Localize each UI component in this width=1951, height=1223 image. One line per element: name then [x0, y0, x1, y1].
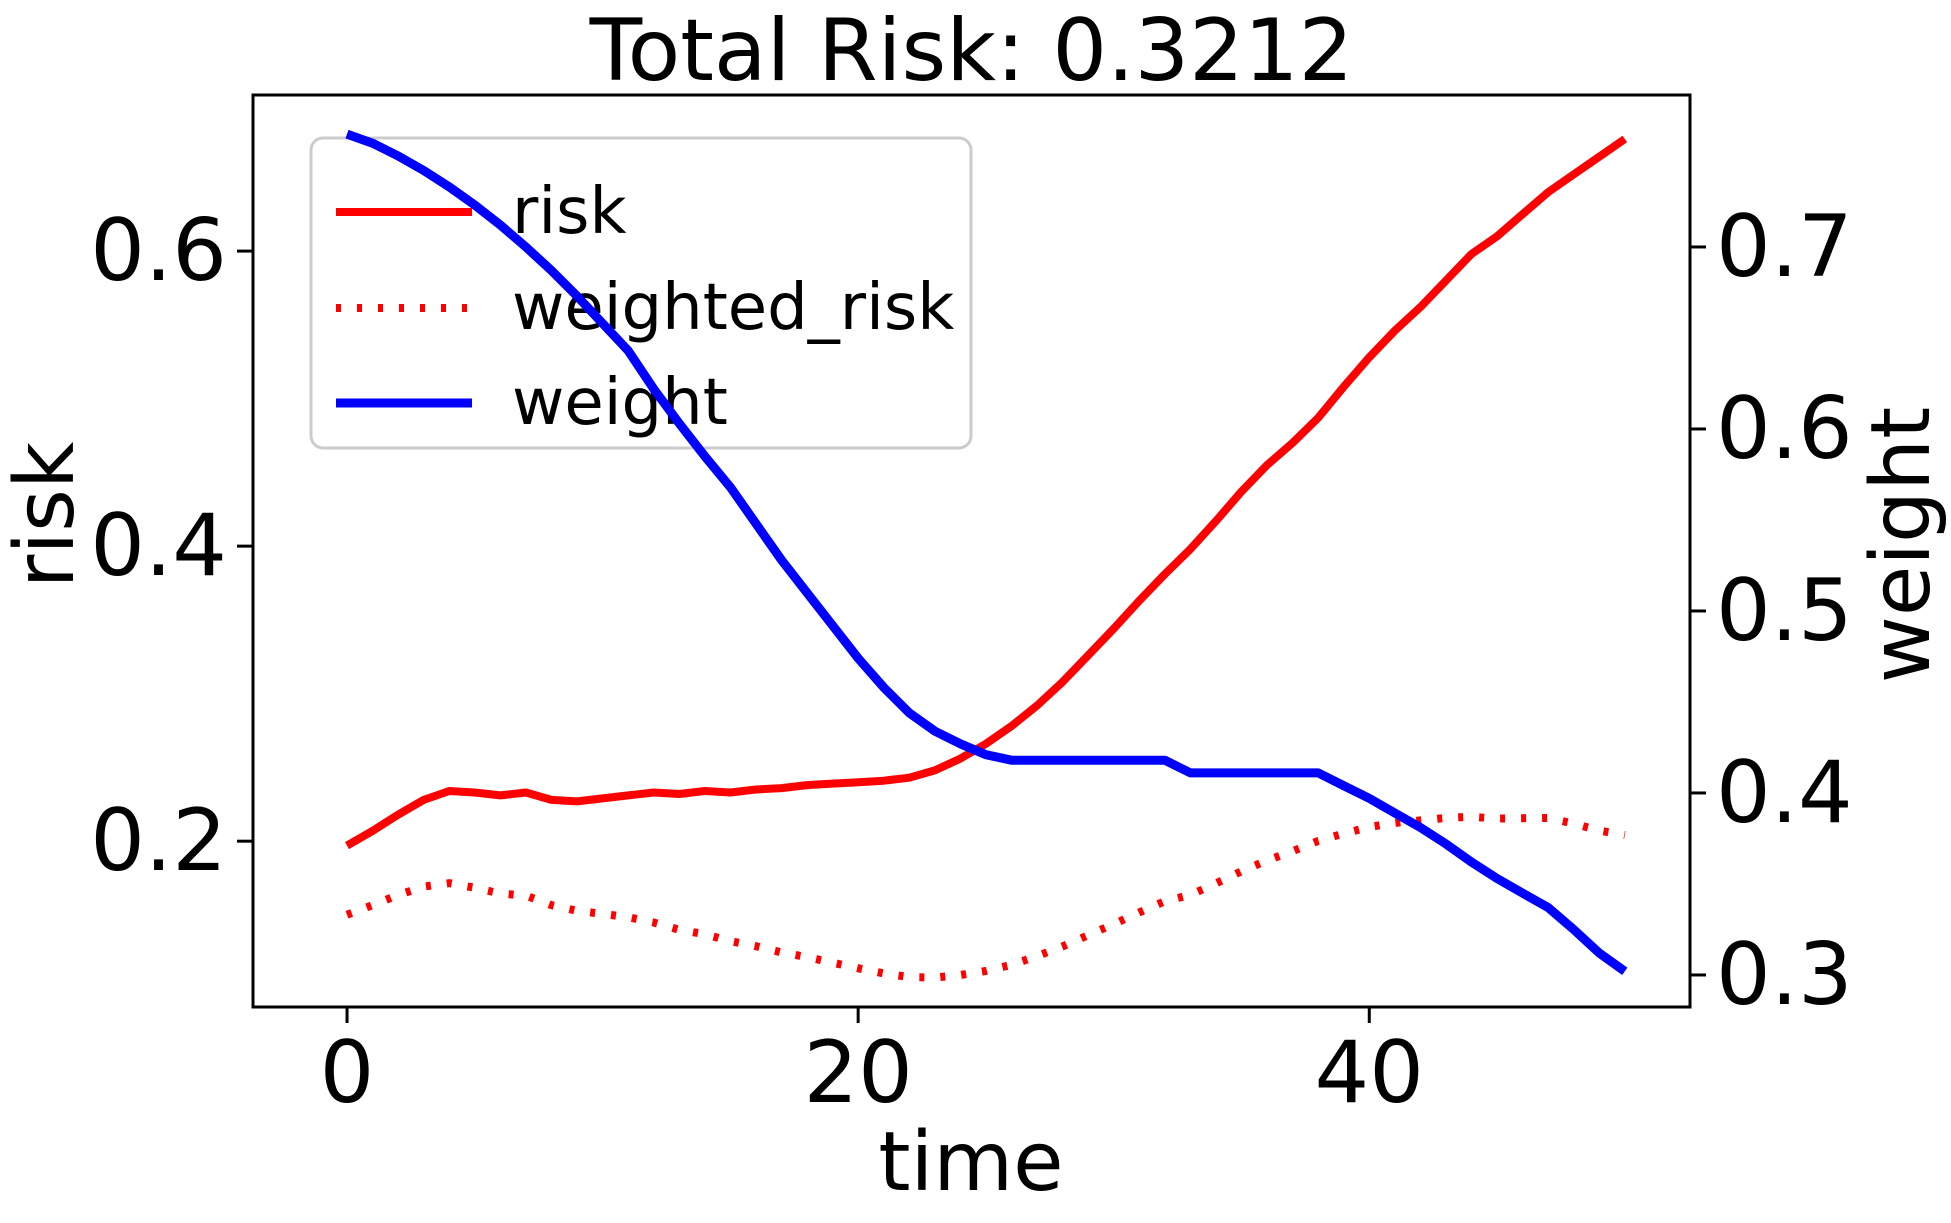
tick-marks	[237, 245, 1706, 1023]
series-risk	[345, 135, 1628, 850]
legend-label-risk: risk	[512, 175, 627, 249]
x-tick-label: 40	[1314, 1023, 1424, 1123]
right-y-tick-label: 0.7	[1716, 196, 1853, 297]
series-weighted_risk	[345, 812, 1626, 982]
x-tick-label: 20	[803, 1023, 913, 1123]
legend-label-weighted-risk: weighted_risk	[512, 271, 954, 345]
right-y-tick-label: 0.6	[1716, 378, 1853, 479]
legend-frame	[309, 136, 973, 450]
left-y-tick-label: 0.2	[90, 791, 227, 892]
right-y-tick-label: 0.3	[1716, 924, 1853, 1025]
right-y-axis-label: weight	[1854, 406, 1949, 684]
right-y-tick-label: 0.4	[1716, 742, 1853, 843]
legend-label-weight: weight	[512, 366, 728, 440]
legend-box: risk weighted_risk weight	[309, 136, 973, 450]
plot-border	[251, 93, 1692, 1009]
series-weight	[345, 129, 1628, 975]
x-axis-label: time	[878, 1115, 1064, 1210]
left-y-tick-label: 0.6	[90, 201, 227, 302]
x-tick-label: 0	[319, 1023, 375, 1123]
left-y-tick-label: 0.4	[90, 496, 227, 597]
right-y-tick-label: 0.5	[1716, 560, 1853, 661]
left-y-axis-label: risk	[0, 441, 93, 589]
chart-title: Total Risk: 0.3212	[589, 1, 1354, 101]
